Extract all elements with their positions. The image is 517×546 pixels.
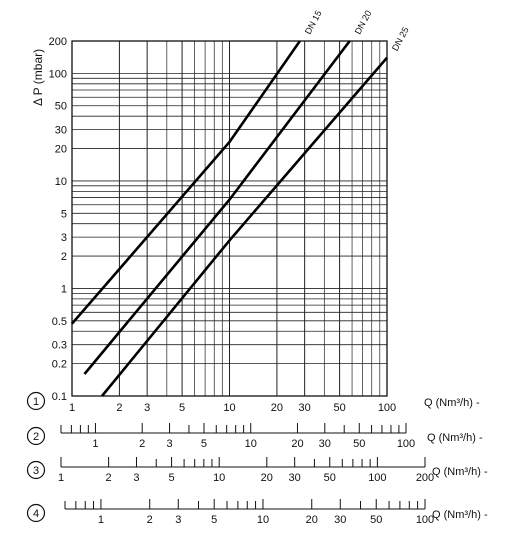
plot-frame: [71, 40, 388, 397]
series-labels: DN 15 DN 20 DN 25: [303, 9, 411, 53]
scale-number: 3: [33, 465, 39, 477]
y-tick-label: 1: [61, 283, 67, 295]
y-tick-label: 2: [61, 251, 67, 263]
scale-tick-label: 5: [179, 402, 185, 414]
y-tick-label: 5: [61, 208, 67, 220]
scale-tick-label: 2: [116, 402, 122, 414]
scale-tick-label: 5: [169, 472, 175, 484]
scale-tick-label: 2: [139, 438, 145, 450]
scale-tick-label: 5: [201, 438, 207, 450]
series-label: DN 15: [303, 9, 324, 36]
scale-tick-label: 100: [416, 514, 434, 526]
series-line-dn-25: [100, 56, 388, 397]
scale-tick-label: 2: [147, 514, 153, 526]
scale-unit-label: Q (Nm³/h) -: [432, 466, 488, 478]
y-tick-label: 200: [49, 36, 67, 48]
scale-tick-label: 50: [333, 402, 345, 414]
scale-tick-label: 20: [291, 438, 303, 450]
scale-tick-label: 2: [106, 472, 112, 484]
scale-tick-label: 50: [324, 472, 336, 484]
y-tick-label: 0.5: [52, 316, 67, 328]
scale-tick-label: 3: [166, 438, 172, 450]
scale-tick-label: 10: [257, 514, 269, 526]
gas-scale-2: 2 1 2 3 5 10 20 30 50 100 Q (Nm³/h) -: [26, 423, 483, 450]
y-tick-label: 30: [55, 125, 67, 137]
scale-tick-label: 100: [368, 472, 386, 484]
y-tick-label: 20: [55, 144, 67, 156]
scale-number-circle: [26, 426, 46, 446]
scale-tick-label: 30: [299, 402, 311, 414]
y-axis-ticks: 0.1 0.2 0.3 0.5 1 2 3 5 10 20 30 50 100 200: [49, 36, 67, 403]
scale-number: 4: [33, 508, 39, 520]
scale-number-circle: [26, 460, 46, 480]
scale-tick-label: 50: [370, 514, 382, 526]
y-axis-label: Δ P (mbar): [31, 49, 45, 106]
scale-tick-label: 20: [261, 472, 273, 484]
y-tick-label: 10: [55, 176, 67, 188]
scale-tick-label: 50: [353, 438, 365, 450]
scale-tick-label: 1: [92, 438, 98, 450]
series-label: DN 20: [353, 9, 374, 36]
scale-tick-label: 30: [334, 514, 346, 526]
scale-tick-label: 20: [271, 402, 283, 414]
y-tick-label: 3: [61, 232, 67, 244]
scale-tick-label: 3: [144, 402, 150, 414]
scale-tick-label: 3: [175, 514, 181, 526]
scale-tick-label: 10: [213, 472, 225, 484]
scale-tick-label: 1: [98, 514, 104, 526]
scale-tick-label: 5: [211, 514, 217, 526]
scale-number: 1: [33, 396, 39, 408]
scale-unit-label: Q (Nm³/h) -: [432, 509, 488, 521]
series-label: DN 25: [390, 25, 411, 52]
scale-unit-label: Q (Nm³/h) -: [424, 397, 480, 409]
y-tick-label: 0.1: [52, 391, 67, 403]
scale-tick-label: 100: [378, 402, 396, 414]
scale-number-circle: [26, 391, 46, 411]
scale-tick-label: 3: [133, 472, 139, 484]
series-line-dn-15: [71, 40, 301, 325]
scale-tick-label: 1: [58, 472, 64, 484]
scale-tick-label: 100: [397, 438, 415, 450]
y-tick-label: 0.2: [52, 359, 67, 371]
scale-tick-label: 10: [223, 402, 235, 414]
scale-tick-label: 20: [306, 514, 318, 526]
scale-tick-label: 1: [69, 402, 75, 414]
y-tick-label: 100: [49, 68, 67, 80]
scale-tick-label: 200: [416, 472, 434, 484]
y-tick-label: 0.3: [52, 340, 67, 352]
series-lines: [71, 40, 388, 397]
gas-scales: 1 1 2 3 5 10 20 30 50 100 Q (Nm³/h) -21 2 3 5 10 20 30 50…: [26, 391, 488, 526]
scale-number-circle: [26, 503, 46, 523]
scale-number: 2: [33, 431, 39, 443]
scale-tick-label: 30: [289, 472, 301, 484]
series-line-dn-20: [83, 40, 351, 375]
grid: [71, 40, 388, 397]
scale-unit-label: Q (Nm³/h) -: [427, 432, 483, 444]
scale-tick-label: 30: [319, 438, 331, 450]
gas-scale-1: 1 1 2 3 5 10 20 30 50 100 Q (Nm³/h) -: [26, 391, 480, 414]
y-tick-label: 50: [55, 101, 67, 113]
scale-tick-label: 10: [245, 438, 257, 450]
